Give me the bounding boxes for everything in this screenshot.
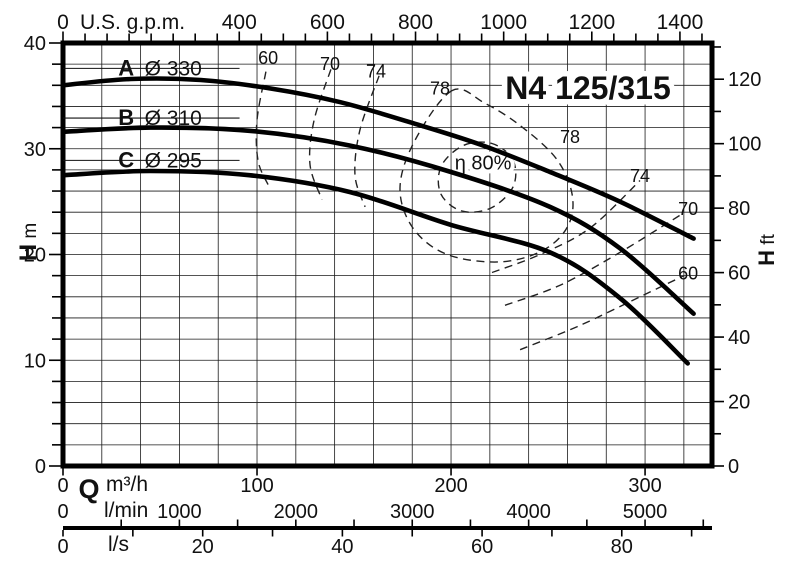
tick-label-ls: 80 — [611, 536, 633, 558]
tick-label-h-m: 40 — [24, 33, 46, 55]
tick-label-h-ft: 80 — [728, 198, 750, 220]
tick-label-ls: 40 — [331, 536, 353, 558]
chart-title: N4 125/315 — [505, 70, 670, 106]
tick-label-h-ft: 100 — [728, 134, 761, 156]
axis-unit-ls: l/s — [108, 533, 129, 556]
axis-left-m: 0 10 20 30 40 H m — [15, 33, 61, 478]
efficiency-contour-80 — [437, 141, 517, 213]
tick-label-gpm: 1000 — [480, 11, 527, 34]
flow-symbol: Q — [78, 474, 99, 504]
tick-label-h-ft: 0 — [728, 456, 739, 478]
tick-label-h-ft: 20 — [728, 392, 750, 414]
chart-title: N4 125/315 — [505, 70, 670, 106]
tick-label-lmin: 0 — [57, 501, 68, 523]
tick-label-gpm: 0 — [57, 11, 69, 34]
tick-label-gpm: 400 — [222, 11, 257, 34]
pump-curve-C — [60, 168, 690, 366]
bep-label: η 80% — [455, 152, 512, 174]
efficiency-label-78-3: 78 — [430, 78, 450, 98]
tick-label-lmin: 5000 — [623, 501, 668, 523]
plot-border — [60, 40, 715, 469]
efficiency-label-70-1: 70 — [320, 54, 340, 74]
tick-label-h-m: 30 — [24, 139, 46, 161]
axis-unit-h-ft: H ft — [754, 233, 779, 265]
tick-label-h-m: 10 — [24, 350, 46, 372]
axis-bottom-m3h: 0 100 200 300 Q m³/h — [57, 468, 662, 504]
curve-label-C: C Ø 295 — [118, 147, 202, 172]
efficiency-contour-74 — [354, 75, 380, 208]
tick-label-ls: 60 — [471, 536, 493, 558]
axis-unit-lmin: l/min — [104, 499, 148, 522]
tick-label-h-m: 20 — [24, 245, 46, 267]
tick-label-lmin: 1000 — [157, 501, 202, 523]
tick-label-ls: 20 — [192, 536, 214, 558]
axis-bottom-lmin: 0 1000 2000 3000 4000 5000 l/min — [57, 499, 667, 523]
tick-label-m3h: 200 — [434, 475, 467, 497]
tick-label-ls: 0 — [57, 536, 68, 558]
curve-label-B: B Ø 310 — [118, 105, 202, 130]
tick-label-h-m: 0 — [35, 456, 46, 478]
tick-label-gpm: 600 — [310, 11, 345, 34]
efficiency-label-60-8: 60 — [678, 264, 698, 284]
tick-label-lmin: 3000 — [390, 501, 435, 523]
pump-curve-B — [60, 125, 696, 316]
tick-label-h-ft: 120 — [728, 69, 761, 91]
tick-label-h-ft: 40 — [728, 327, 750, 349]
bep-label: η 80% — [455, 152, 512, 174]
tick-label-m3h: 0 — [57, 475, 68, 497]
efficiency-contour-70 — [504, 212, 684, 306]
plot-frame — [60, 40, 715, 469]
efficiency-contour-60 — [255, 71, 269, 185]
axis-unit-m3h: m³/h — [106, 473, 148, 496]
pump-curves: A Ø 330 B Ø 310 C Ø 295 — [60, 55, 696, 366]
axis-right-ft: 0 20 40 60 80 100 120 H ft — [714, 46, 779, 478]
tick-label-lmin: 4000 — [506, 501, 551, 523]
pump-curve-A — [60, 76, 696, 241]
tick-label-gpm: 1400 — [657, 11, 704, 34]
axis-bottom-ls: 0 20 40 60 80 l/s — [57, 533, 632, 558]
axis-top-gpm: 0 400 600 800 1000 1200 1400 U.S. g.p.m. — [57, 11, 703, 41]
grid — [63, 43, 712, 466]
efficiency-label-74-6: 74 — [630, 166, 650, 186]
efficiency-contour-70 — [308, 69, 332, 200]
axis-line-lower — [62, 519, 712, 537]
tick-label-gpm: 800 — [398, 11, 433, 34]
efficiency-label-70-7: 70 — [678, 199, 698, 219]
tick-label-h-ft: 60 — [728, 263, 750, 285]
efficiency-label-78-5: 78 — [560, 127, 580, 147]
axis-unit-h-m: H m — [15, 223, 42, 261]
tick-label-m3h: 300 — [628, 475, 661, 497]
efficiency-label-74-2: 74 — [366, 62, 386, 82]
axis-unit-gpm: U.S. g.p.m. — [80, 11, 185, 34]
tick-label-lmin: 2000 — [274, 501, 319, 523]
efficiency-label-60-0: 60 — [258, 48, 278, 68]
curve-label-A: A Ø 330 — [118, 55, 202, 80]
tick-label-m3h: 100 — [240, 475, 273, 497]
efficiency-contour-60 — [519, 274, 685, 351]
tick-label-gpm: 1200 — [568, 11, 615, 34]
